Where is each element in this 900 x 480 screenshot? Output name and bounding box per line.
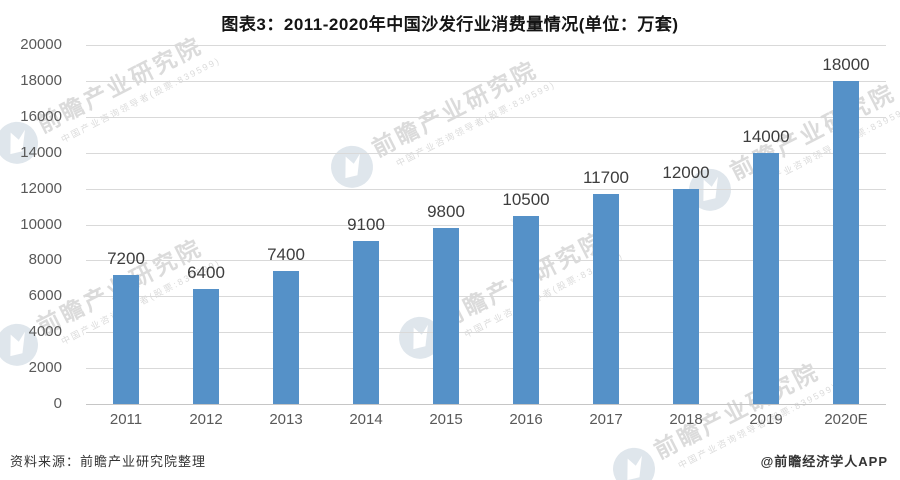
watermark: 前瞻产业研究院中国产业咨询领导者(股票:839599)	[322, 46, 557, 198]
bar-2014	[353, 240, 379, 404]
y-axis-tick: 6000	[28, 287, 62, 305]
x-axis-tick-2016: 2016	[509, 411, 543, 428]
y-axis-tick: 2000	[28, 359, 62, 377]
y-axis-tick: 4000	[28, 323, 62, 341]
gridline-10000	[86, 224, 886, 226]
gridline-18000	[86, 80, 886, 82]
y-axis-tick: 0	[53, 395, 62, 412]
gridline-4000	[86, 332, 886, 334]
bar-2020E	[833, 80, 859, 404]
x-axis-tick-2011: 2011	[109, 411, 143, 428]
x-axis-tick-2018: 2018	[669, 411, 703, 428]
source-note: 资料来源：前瞻产业研究院整理	[10, 454, 207, 469]
value-label-2016: 10500	[502, 189, 550, 209]
credit-note: @前瞻经济学人APP	[760, 454, 888, 469]
bar-2017	[593, 193, 619, 404]
value-label-2013: 7400	[267, 245, 305, 265]
value-label-2019: 14000	[742, 126, 790, 146]
x-axis-tick-2019: 2019	[749, 411, 783, 428]
bar-2012	[193, 289, 219, 404]
watermark-logo-icon	[606, 441, 662, 480]
gridline-12000	[86, 188, 886, 190]
gridline-2000	[86, 368, 886, 370]
x-axis-tick-2015: 2015	[429, 411, 463, 428]
x-axis-tick-2020E: 2020E	[824, 411, 868, 428]
gridline-0	[86, 404, 886, 405]
gridline-16000	[86, 116, 886, 118]
chart-title: 图表3：2011-2020年中国沙发行业消费量情况(单位：万套)	[221, 15, 679, 34]
y-axis-tick: 10000	[20, 215, 62, 233]
bar-2016	[513, 215, 539, 404]
bar-2011	[113, 274, 139, 404]
bar-2018	[673, 188, 699, 404]
value-label-2017: 11700	[582, 167, 629, 187]
y-axis-tick: 14000	[20, 143, 62, 161]
watermark-subtext: 中国产业咨询领导者(股票:839599)	[394, 79, 558, 169]
gridline-14000	[86, 152, 886, 154]
value-label-2018: 12000	[662, 162, 710, 182]
y-axis-tick: 16000	[20, 107, 62, 125]
y-axis-tick: 18000	[20, 71, 62, 89]
value-label-2020E: 18000	[822, 54, 870, 74]
gridline-6000	[86, 296, 886, 298]
gridline-20000	[86, 45, 886, 46]
y-axis-tick: 20000	[20, 36, 62, 53]
watermark-subtext: 中国产业咨询领导者(股票:839599)	[59, 55, 223, 145]
value-label-2015: 9800	[427, 202, 465, 222]
bar-2019	[753, 152, 779, 404]
x-axis-tick-2012: 2012	[189, 411, 223, 428]
value-label-2011: 7200	[107, 248, 145, 268]
watermark-text: 前瞻产业研究院	[367, 55, 542, 162]
bar-2015	[433, 228, 459, 404]
watermark-logo-icon	[324, 139, 380, 195]
y-axis-tick: 12000	[20, 179, 62, 197]
y-axis-tick: 8000	[28, 251, 62, 269]
value-label-2012: 6400	[187, 263, 225, 283]
x-axis-tick-2013: 2013	[269, 411, 303, 428]
bar-2013	[273, 271, 299, 404]
gridline-8000	[86, 260, 886, 262]
value-label-2014: 9100	[347, 214, 385, 234]
x-axis-tick-2014: 2014	[349, 411, 383, 428]
x-axis-tick-2017: 2017	[589, 411, 623, 428]
